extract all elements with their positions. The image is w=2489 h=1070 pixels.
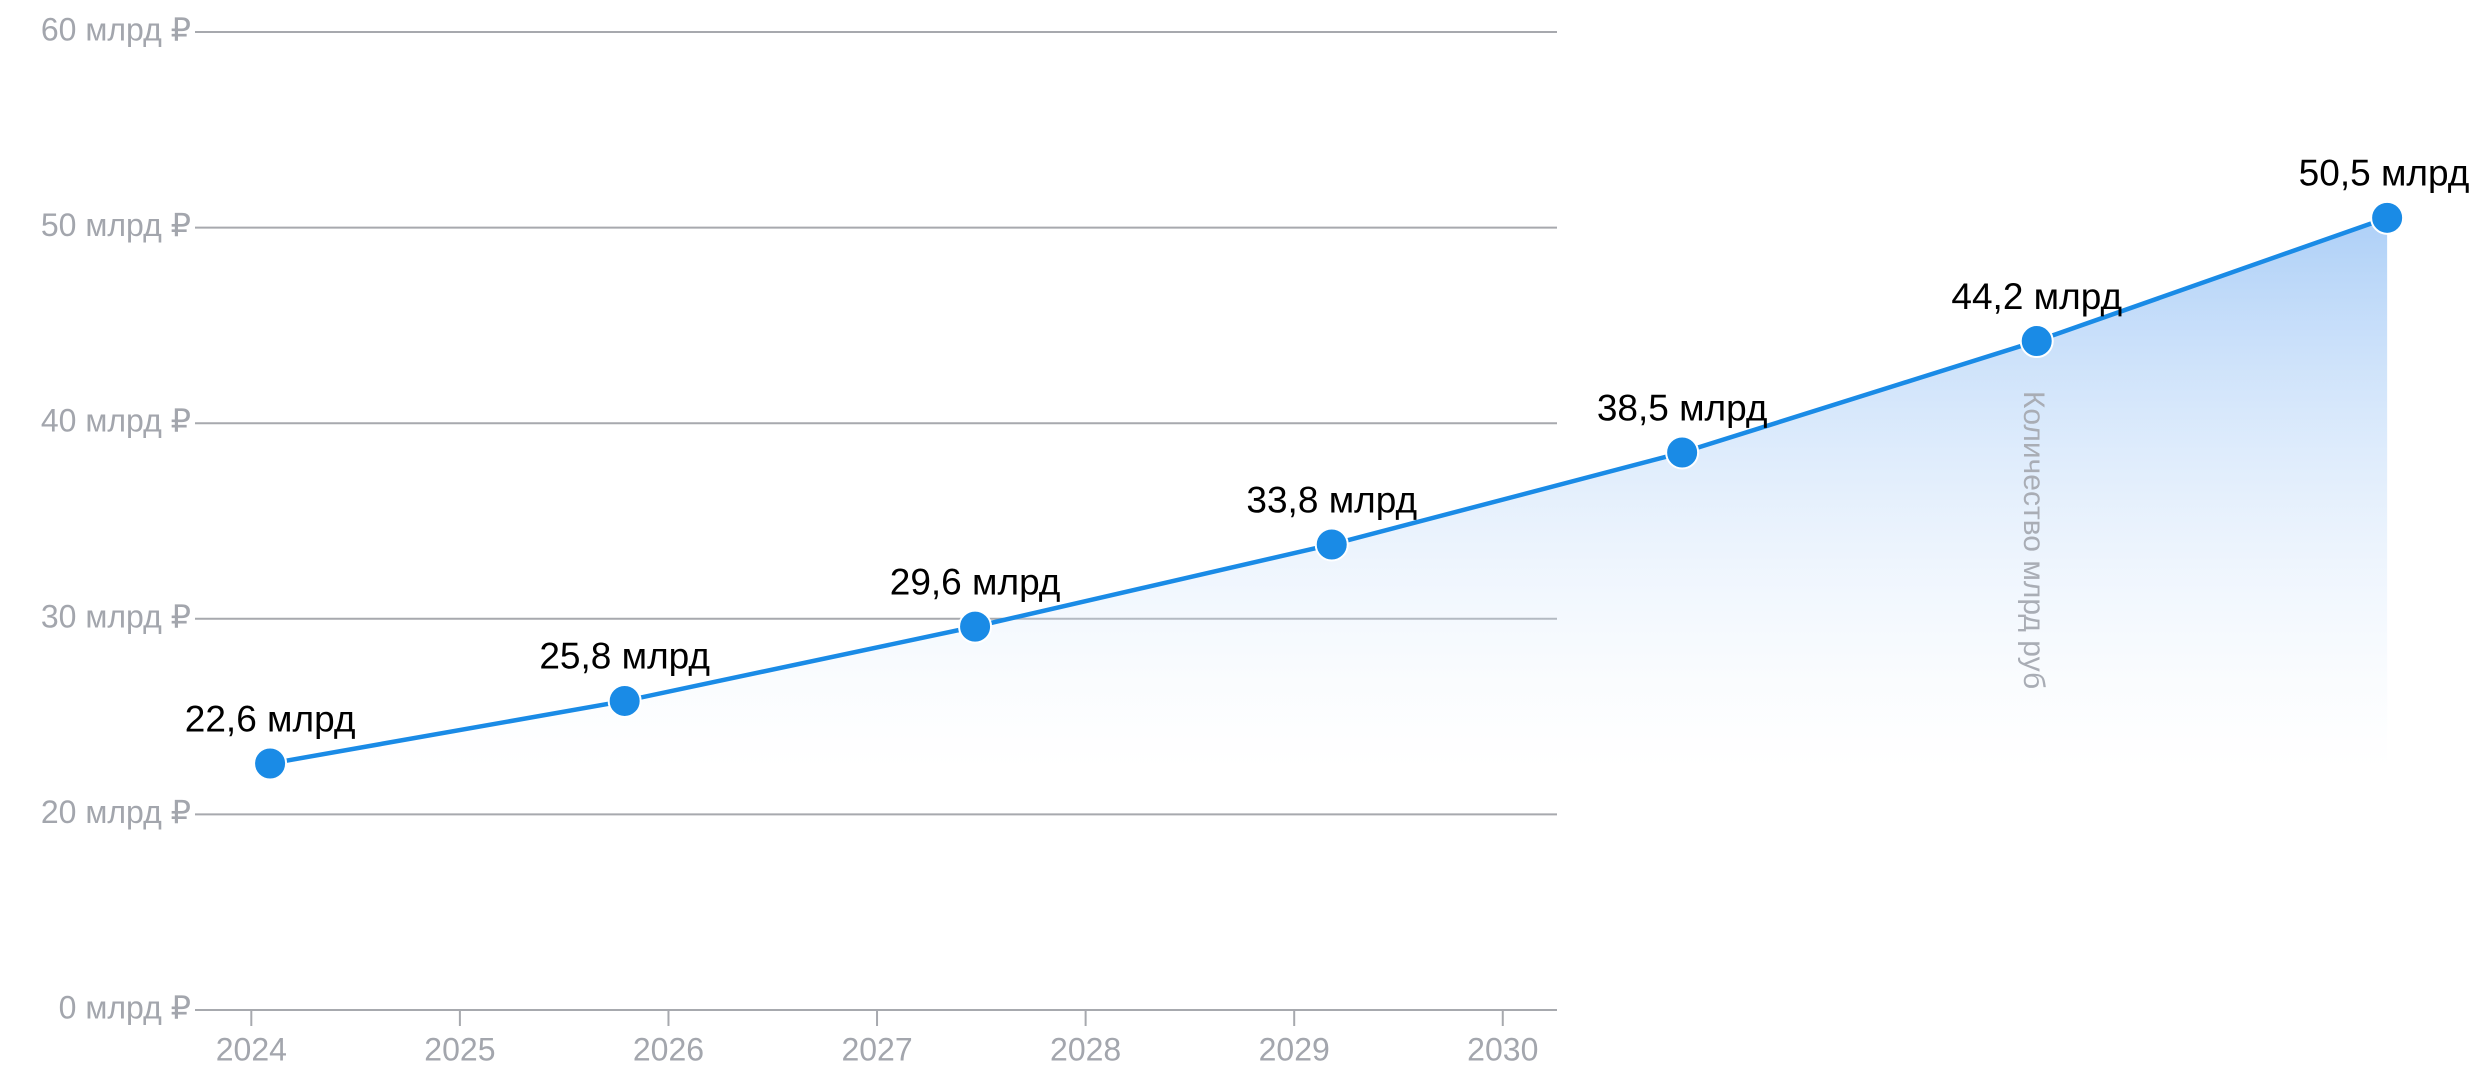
- y-tick-label: 50 млрд ₽: [41, 207, 191, 243]
- x-tick-label: 2028: [1050, 1031, 1121, 1067]
- x-tick-label: 2026: [633, 1031, 704, 1067]
- y-tick-label: 40 млрд ₽: [41, 403, 191, 439]
- value-label: 38,5 млрд: [1597, 387, 1768, 428]
- area: [270, 217, 2388, 770]
- x-tick-label: 2030: [1467, 1031, 1538, 1067]
- data-point: [253, 746, 288, 781]
- y-tick-label: 20 млрд ₽: [41, 794, 191, 830]
- data-point: [958, 609, 993, 644]
- data-point: [2019, 324, 2054, 359]
- data-point: [1314, 527, 1349, 562]
- value-label: 29,6 млрд: [890, 561, 1061, 602]
- y-tick-label: 0 млрд ₽: [59, 989, 191, 1025]
- value-label: 50,5 млрд: [2299, 153, 2470, 194]
- data-point: [1665, 435, 1700, 470]
- data-point: [2370, 200, 2405, 235]
- y-tick-label: 30 млрд ₽: [41, 598, 191, 634]
- value-label: 25,8 млрд: [539, 636, 710, 677]
- x-tick-label: 2024: [216, 1031, 287, 1067]
- x-tick-label: 2029: [1259, 1031, 1330, 1067]
- value-label: 44,2 млрд: [1951, 276, 2122, 317]
- y-tick-label: 60 млрд ₽: [41, 11, 191, 47]
- value-label: 33,8 млрд: [1246, 479, 1417, 520]
- y-axis-title: Количество млрд руб: [2017, 391, 2050, 689]
- x-tick-label: 2027: [841, 1031, 912, 1067]
- data-point: [607, 683, 642, 718]
- x-tick-label: 2025: [424, 1031, 495, 1067]
- value-label: 22,6 млрд: [185, 698, 356, 739]
